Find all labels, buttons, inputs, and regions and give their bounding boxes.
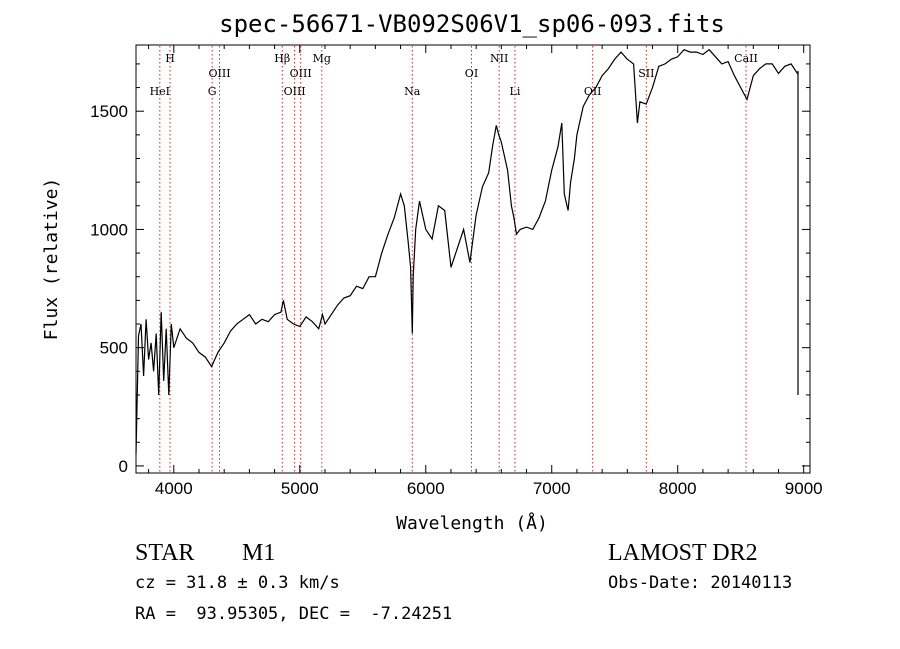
spectrum-line [135,48,799,455]
x-tick-label-5: 9000 [785,479,823,498]
survey-name: LAMOST DR2 [608,540,758,566]
line-marker-label-2: OIII [208,67,230,80]
line-marker-label-0: HeI [150,85,170,98]
line-marker-label-1: H [165,52,175,65]
object-subclass: M1 [242,540,276,566]
x-tick-label-4: 8000 [659,479,697,498]
line-marker-label-5: OIII [290,67,312,80]
x-axis-label: Wavelength (Å) [396,512,548,534]
line-marker-label-4: Hβ [274,52,290,65]
object-type: STAR [135,540,195,566]
y-axis-ticks: 0 500 1000 1500 [90,63,810,476]
line-marker-label-3: G [208,85,217,98]
line-marker-label-7: Mg [313,52,331,65]
redshift-cz: cz = 31.8 ± 0.3 km/s [135,573,340,593]
x-tick-label-3: 7000 [533,479,571,498]
line-marker-label-10: NII [490,52,508,65]
line-marker-label-14: CaII [734,52,758,65]
coordinates: RA = 93.95305, DEC = -7.24251 [135,604,453,624]
x-axis-ticks: 4000 5000 6000 7000 8000 9000 [148,45,823,498]
line-marker-label-13: SII [638,67,654,80]
x-tick-label-0: 4000 [155,479,193,498]
chart-title: spec-56671-VB092S06V1_sp06-093.fits [219,10,725,38]
observation-date: Obs-Date: 20140113 [608,573,793,593]
line-marker-label-11: Li [510,85,521,98]
y-tick-label-1: 500 [100,339,128,358]
x-tick-label-1: 5000 [281,479,319,498]
y-tick-label-2: 1000 [90,220,128,239]
plot-frame [135,44,811,474]
line-marker-label-6: OIII [284,85,306,98]
x-tick-label-2: 6000 [407,479,445,498]
y-axis-label: Flux (relative) [41,178,62,341]
y-tick-label-0: 0 [119,457,128,476]
y-tick-label-3: 1500 [90,102,128,121]
line-marker-label-8: Na [404,85,421,98]
spectral-line-markers [159,46,747,472]
line-marker-label-9: OI [465,67,478,80]
